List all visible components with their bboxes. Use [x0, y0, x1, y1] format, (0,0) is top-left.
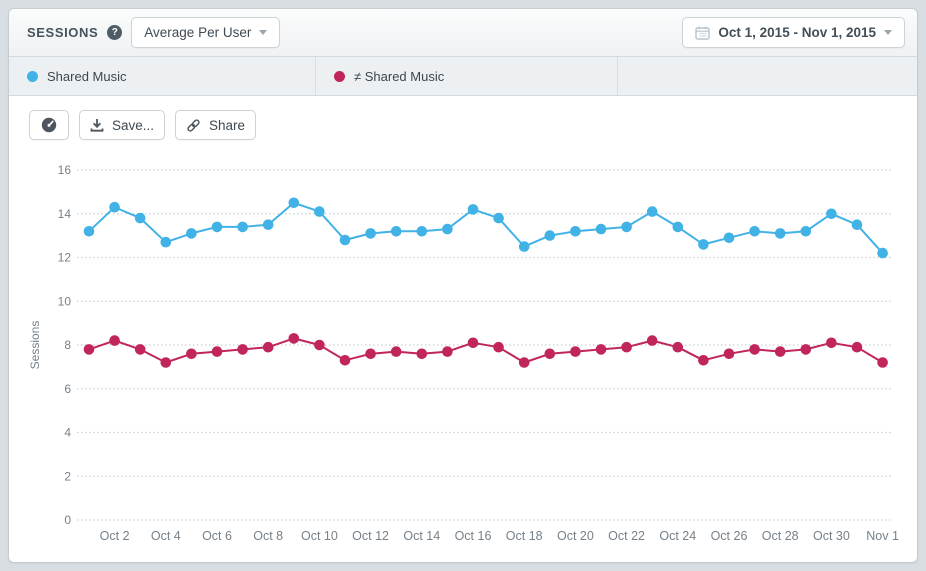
calendar-icon	[695, 26, 711, 40]
insights-panel: SESSIONS ? Average Per User Oct 1, 2015 …	[8, 8, 918, 563]
svg-text:Oct 20: Oct 20	[557, 529, 594, 543]
svg-text:14: 14	[58, 207, 72, 221]
legend-item-shared-music[interactable]: Shared Music	[9, 57, 316, 95]
sessions-line-chart[interactable]: 0 2 4 6 8 10 12 14 16 Sessions Oct 2 Oct 4 Oct 6 Oct …	[9, 96, 918, 562]
svg-text:Oct 6: Oct 6	[202, 529, 232, 543]
svg-text:4: 4	[64, 426, 71, 440]
svg-text:Oct 8: Oct 8	[253, 529, 283, 543]
svg-text:Oct 12: Oct 12	[352, 529, 389, 543]
svg-text:Oct 14: Oct 14	[403, 529, 440, 543]
chart-region: Save... Share 0 2 4 6 8 10 12 14 16 Sessions Oct 2…	[9, 96, 918, 562]
page-title: SESSIONS	[27, 25, 99, 40]
svg-text:Oct 2: Oct 2	[100, 529, 130, 543]
series-legend: Shared Music ≠ Shared Music	[9, 57, 917, 96]
svg-text:Oct 10: Oct 10	[301, 529, 338, 543]
gauge-icon	[41, 117, 57, 133]
download-icon	[90, 119, 104, 132]
svg-text:12: 12	[58, 251, 72, 265]
svg-text:Oct 28: Oct 28	[762, 529, 799, 543]
legend-item-not-shared-music[interactable]: ≠ Shared Music	[316, 57, 618, 95]
svg-text:Sessions: Sessions	[28, 321, 42, 370]
save-button[interactable]: Save...	[79, 110, 166, 140]
metric-dropdown-value: Average Per User	[144, 25, 252, 40]
series-color-dot	[334, 70, 345, 82]
svg-text:Oct 16: Oct 16	[455, 529, 492, 543]
metric-dropdown[interactable]: Average Per User	[131, 17, 281, 48]
svg-text:16: 16	[58, 163, 72, 177]
share-button[interactable]: Share	[175, 110, 257, 140]
svg-text:Oct 22: Oct 22	[608, 529, 645, 543]
svg-text:0: 0	[64, 513, 71, 527]
chevron-down-icon	[259, 30, 268, 35]
help-icon[interactable]: ?	[107, 25, 123, 40]
share-button-label: Share	[209, 117, 246, 133]
link-icon	[187, 118, 200, 132]
svg-text:Oct 26: Oct 26	[711, 529, 748, 543]
svg-text:Oct 4: Oct 4	[151, 529, 181, 543]
legend-label: Shared Music	[47, 68, 127, 84]
svg-text:10: 10	[58, 294, 72, 308]
svg-text:2: 2	[64, 469, 71, 483]
svg-text:Oct 30: Oct 30	[813, 529, 850, 543]
svg-text:Oct 24: Oct 24	[659, 529, 696, 543]
date-range-value: Oct 1, 2015 - Nov 1, 2015	[718, 25, 876, 40]
add-to-dashboard-button[interactable]	[29, 110, 69, 140]
svg-text:Nov 1: Nov 1	[866, 529, 899, 543]
legend-spacer	[618, 57, 917, 95]
legend-label: ≠ Shared Music	[354, 68, 445, 84]
date-range-picker[interactable]: Oct 1, 2015 - Nov 1, 2015	[682, 17, 905, 48]
save-button-label: Save...	[112, 117, 155, 133]
svg-text:8: 8	[64, 338, 71, 352]
report-header: SESSIONS ? Average Per User Oct 1, 2015 …	[9, 9, 917, 57]
svg-text:Oct 18: Oct 18	[506, 529, 543, 543]
chevron-down-icon	[884, 30, 892, 35]
chart-toolbar: Save... Share	[29, 110, 257, 140]
series-color-dot	[27, 70, 38, 82]
svg-text:6: 6	[64, 382, 71, 396]
